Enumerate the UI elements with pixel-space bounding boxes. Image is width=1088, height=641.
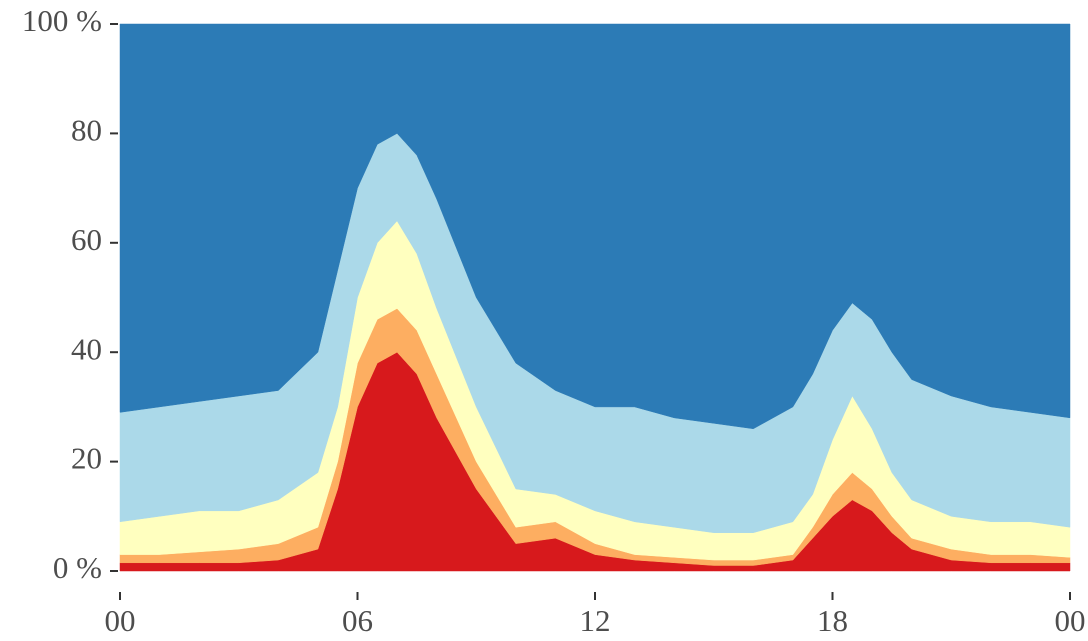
y-tick-label: 40 [71,331,102,366]
x-tick-label: 18 [817,603,848,638]
x-tick-label: 12 [580,603,611,638]
y-tick-label: 60 [71,222,102,257]
area [119,23,1071,430]
x-tick-label: 00 [1055,603,1086,638]
y-tick-label: 80 [71,113,102,148]
x-tick-label: 00 [105,603,136,638]
y-tick-label: 0 % [53,550,102,585]
x-tick-label: 06 [342,603,373,638]
y-tick-label: 20 [71,441,102,476]
y-tick-label: 100 % [22,3,102,38]
